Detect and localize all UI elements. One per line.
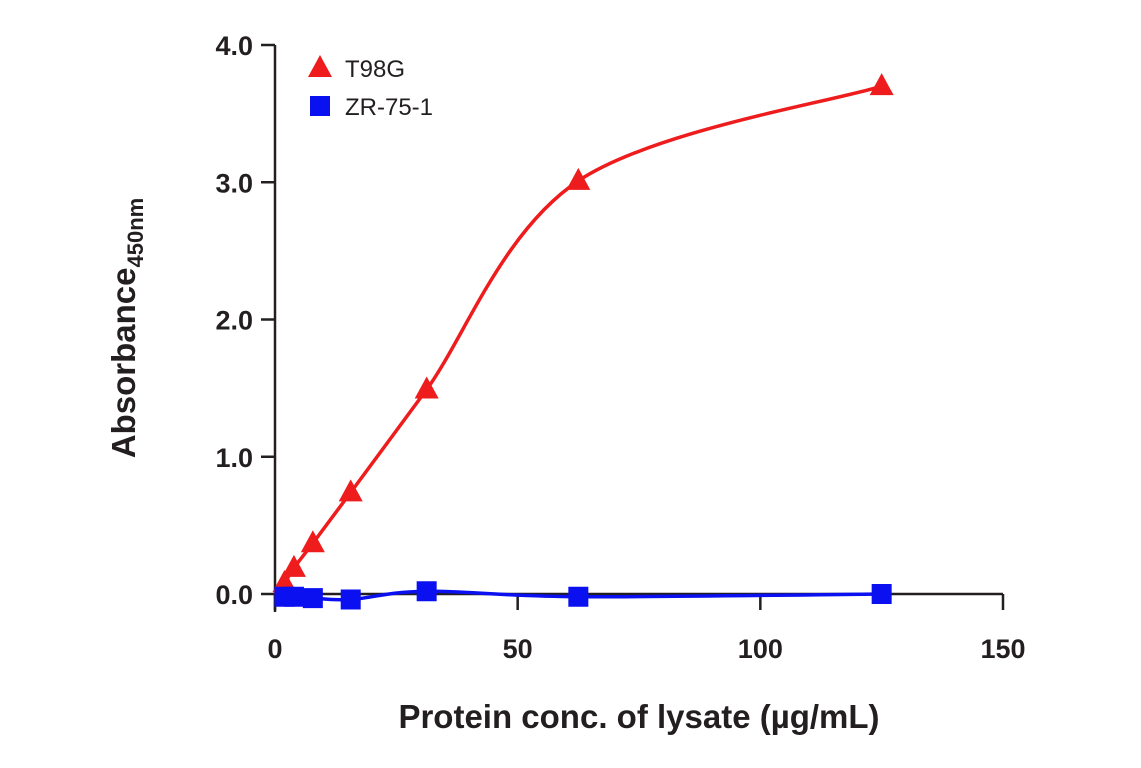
data-point-zr-75-1 (302, 588, 323, 609)
series-line-t98g (273, 84, 883, 596)
x-tick-label: 150 (980, 634, 1025, 664)
data-point-t98g (869, 73, 894, 96)
data-point-t98g (338, 479, 363, 502)
data-point-zr-75-1 (568, 586, 589, 607)
data-point-t98g (281, 554, 306, 577)
data-point-zr-75-1 (340, 589, 361, 610)
data-point-zr-75-1 (283, 586, 304, 607)
y-axis-label-group: Absorbance450nm (105, 198, 148, 458)
x-tick-label: 0 (267, 634, 282, 664)
legend-marker-t98g (308, 55, 332, 77)
data-point-t98g (566, 167, 591, 190)
y-axis-label-subscript: 450nm (123, 198, 148, 268)
data-point-t98g (414, 376, 439, 399)
x-axis-label: Protein conc. of lysate (µg/mL) (398, 698, 879, 735)
y-tick-label: 2.0 (215, 306, 253, 336)
y-tick-label: 4.0 (215, 31, 253, 61)
data-point-zr-75-1 (416, 581, 437, 602)
data-point-t98g (272, 570, 297, 593)
svg-text:Absorbance450nm: Absorbance450nm (105, 198, 148, 458)
x-tick-label: 100 (738, 634, 783, 664)
y-tick-label: 3.0 (215, 168, 253, 198)
y-axis-label: Absorbance (105, 268, 142, 459)
plot-area: 0.0 1.0 2.0 3.0 4.0 0 50 100 150 T98G ZR-75-1 (215, 31, 1025, 664)
data-point-t98g (300, 530, 325, 553)
x-tick-label: 50 (503, 634, 533, 664)
y-tick-label: 0.0 (215, 580, 253, 610)
legend-label-t98g: T98G (345, 56, 405, 83)
y-tick-label: 1.0 (215, 443, 253, 473)
legend-marker-zr-75-1 (310, 96, 330, 116)
data-point-zr-75-1 (871, 584, 892, 604)
legend-label-zr-75-1: ZR-75-1 (345, 94, 433, 121)
